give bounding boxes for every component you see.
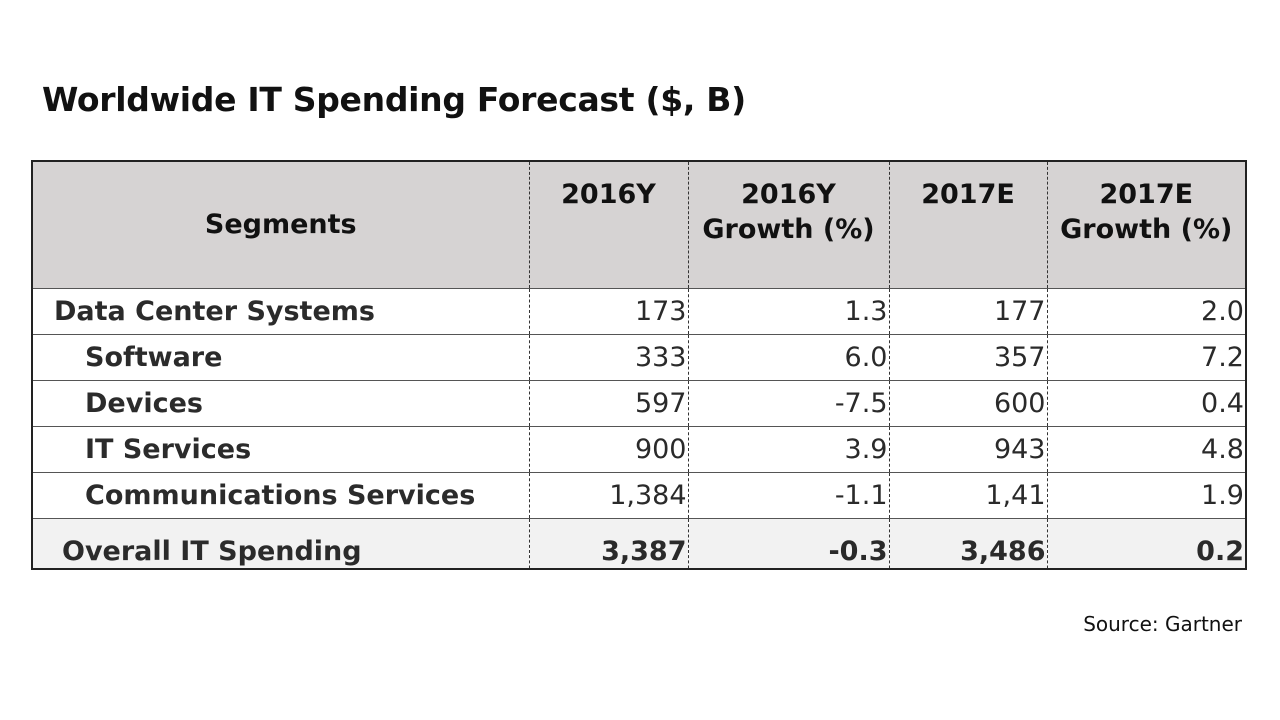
value-cell: 7.2 bbox=[1046, 334, 1245, 381]
value-cell: 943 bbox=[888, 426, 1047, 473]
column-header-line1: 2016Y bbox=[741, 179, 836, 210]
column-header-line1: 2017E bbox=[1099, 179, 1194, 210]
column-header-2017e-growth: 2017E Growth (%) bbox=[1046, 162, 1245, 289]
column-header-line1: 2016Y bbox=[561, 179, 656, 210]
value-cell: 3.9 bbox=[687, 426, 889, 473]
value-cell: 597 bbox=[528, 380, 688, 427]
header-row: Segments 2016Y 2016Y Growth (%) 2017E 20… bbox=[33, 162, 1245, 289]
column-header-line1: 2017E bbox=[921, 179, 1015, 210]
column-header-segments: Segments bbox=[33, 162, 529, 289]
value-cell: -7.5 bbox=[687, 380, 889, 427]
total-value-cell: 3,486 bbox=[888, 518, 1047, 568]
column-header-line2: Growth (%) bbox=[702, 213, 875, 245]
table-row: Software 333 6.0 357 7.2 bbox=[33, 334, 1245, 381]
column-header-2016y-growth: 2016Y Growth (%) bbox=[687, 162, 889, 289]
table-title: Worldwide IT Spending Forecast ($, B) bbox=[42, 80, 746, 119]
column-header-2017e: 2017E bbox=[888, 162, 1047, 289]
value-cell: 173 bbox=[528, 288, 688, 335]
column-header-line2: Growth (%) bbox=[1060, 213, 1233, 245]
total-row: Overall IT Spending 3,387 -0.3 3,486 0.2 bbox=[33, 518, 1245, 568]
value-cell: 1.3 bbox=[687, 288, 889, 335]
total-value-cell: 3,387 bbox=[528, 518, 688, 568]
value-cell: 600 bbox=[888, 380, 1047, 427]
it-spending-table: Segments 2016Y 2016Y Growth (%) 2017E 20… bbox=[31, 160, 1247, 570]
source-note: Source: Gartner bbox=[1083, 612, 1242, 636]
segment-cell: Data Center Systems bbox=[33, 288, 529, 335]
segment-cell: IT Services bbox=[33, 426, 529, 473]
total-value-cell: 0.2 bbox=[1046, 518, 1245, 568]
table-row: Data Center Systems 173 1.3 177 2.0 bbox=[33, 288, 1245, 335]
value-cell: 900 bbox=[528, 426, 688, 473]
segment-cell: Software bbox=[33, 334, 529, 381]
total-segment-cell: Overall IT Spending bbox=[33, 518, 529, 568]
segment-cell: Devices bbox=[33, 380, 529, 427]
segment-cell: Communications Services bbox=[33, 472, 529, 519]
value-cell: 357 bbox=[888, 334, 1047, 381]
value-cell: 6.0 bbox=[687, 334, 889, 381]
value-cell: 1.9 bbox=[1046, 472, 1245, 519]
value-cell: 0.4 bbox=[1046, 380, 1245, 427]
table-row: Communications Services 1,384 -1.1 1,41 … bbox=[33, 472, 1245, 519]
value-cell: 333 bbox=[528, 334, 688, 381]
value-cell: -1.1 bbox=[687, 472, 889, 519]
value-cell: 1,384 bbox=[528, 472, 688, 519]
value-cell: 1,41 bbox=[888, 472, 1047, 519]
data-table: Segments 2016Y 2016Y Growth (%) 2017E 20… bbox=[33, 162, 1245, 568]
value-cell: 2.0 bbox=[1046, 288, 1245, 335]
value-cell: 177 bbox=[888, 288, 1047, 335]
column-header-2016y: 2016Y bbox=[528, 162, 688, 289]
table-row: IT Services 900 3.9 943 4.8 bbox=[33, 426, 1245, 473]
total-value-cell: -0.3 bbox=[687, 518, 889, 568]
value-cell: 4.8 bbox=[1046, 426, 1245, 473]
table-row: Devices 597 -7.5 600 0.4 bbox=[33, 380, 1245, 427]
